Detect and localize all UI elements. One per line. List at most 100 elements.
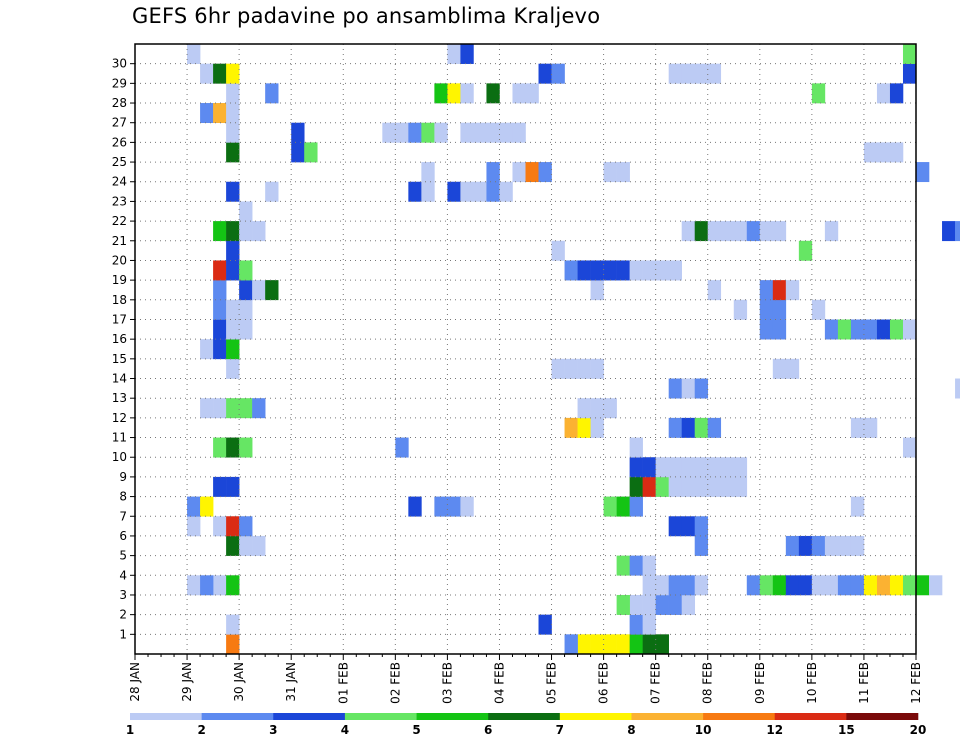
precip-cell (759, 280, 774, 301)
precip-cell (902, 44, 917, 64)
precip-cell (213, 398, 227, 419)
precip-cell (759, 221, 774, 242)
precip-cell (629, 555, 643, 576)
precip-cell (213, 319, 227, 340)
precip-cell (213, 63, 227, 84)
precip-cell (590, 260, 604, 281)
legend-level-label: 6 (484, 723, 492, 737)
precip-cell (889, 142, 904, 163)
precip-cell (668, 63, 682, 84)
precip-cell (642, 594, 656, 615)
precip-cell (668, 575, 682, 596)
precip-cell (213, 221, 227, 242)
precip-cell (681, 63, 696, 84)
precip-cell (772, 575, 787, 596)
precip-cell (798, 535, 813, 556)
precip-cell (226, 358, 240, 379)
precip-cell (512, 122, 526, 143)
precip-cell (629, 614, 643, 635)
precip-cell (681, 417, 696, 438)
x-tick-label: 30 JAN (232, 662, 246, 702)
precip-cell (551, 63, 565, 84)
precip-cell (759, 299, 774, 320)
precip-cell (239, 398, 253, 419)
precip-cell (668, 417, 682, 438)
precip-cell (200, 398, 214, 419)
precip-cell (590, 358, 604, 379)
precip-cell (916, 162, 930, 183)
precip-cell (668, 378, 682, 399)
y-tick-label: 26 (112, 135, 127, 149)
precip-cell (226, 575, 240, 596)
y-tick-label: 20 (112, 253, 127, 267)
y-tick-label: 10 (112, 450, 127, 464)
precip-cell (187, 496, 201, 517)
precip-cell (603, 496, 617, 517)
y-tick-label: 29 (112, 76, 127, 90)
precip-cell (629, 634, 643, 655)
precip-cell (551, 240, 565, 261)
precip-cell (616, 634, 630, 655)
precip-cell (668, 594, 682, 615)
precip-cell (395, 437, 409, 458)
legend-level-label: 12 (766, 723, 783, 737)
precip-cell (603, 398, 617, 419)
precip-cell (772, 299, 787, 320)
legend-level-label: 1 (126, 723, 134, 737)
y-tick-label: 11 (112, 431, 127, 445)
precip-cell (929, 575, 943, 596)
precip-cell (486, 122, 500, 143)
precip-cell (681, 594, 696, 615)
precip-cell (655, 260, 669, 281)
y-tick-label: 18 (112, 293, 127, 307)
precip-cell (694, 417, 709, 438)
precip-cell (590, 634, 604, 655)
precip-cell (252, 280, 266, 301)
precip-cell (447, 83, 461, 104)
precip-cell (226, 221, 240, 242)
precip-cell (434, 496, 448, 517)
precip-cell (447, 44, 461, 64)
precip-cell (538, 162, 552, 183)
precip-cell (889, 319, 904, 340)
precip-cell (200, 496, 214, 517)
precip-cell (213, 575, 227, 596)
precip-cell (902, 319, 917, 340)
y-tick-label: 9 (119, 470, 127, 484)
legend-swatch (201, 713, 274, 720)
precip-cell (785, 280, 800, 301)
precip-cell (239, 535, 253, 556)
precip-cell (642, 457, 656, 478)
precip-cell (759, 575, 774, 596)
y-tick-label: 1 (119, 627, 127, 641)
precip-cell (876, 83, 891, 104)
precip-cell (863, 319, 878, 340)
precip-cell (187, 575, 201, 596)
precip-cell (642, 555, 656, 576)
precip-cell (226, 83, 240, 104)
precip-cell (213, 103, 227, 124)
precip-cell (902, 63, 917, 84)
color-legend-bar: 1 2 3 4 5 6 7 8 10 12 15 20 (126, 713, 926, 737)
y-tick-label: 30 (112, 57, 127, 71)
legend-swatch (416, 713, 489, 720)
precip-cell (746, 221, 761, 242)
precip-cell (811, 535, 826, 556)
legend-level-label: 7 (556, 723, 564, 737)
y-tick-label: 14 (112, 372, 127, 386)
precip-cell (837, 575, 852, 596)
precip-cell (811, 83, 826, 104)
precip-cell (824, 221, 839, 242)
precip-cell (226, 260, 240, 281)
precip-cell (681, 575, 696, 596)
y-tick-label: 13 (112, 391, 127, 405)
precip-cell (226, 142, 240, 163)
x-tick-label: 03 FEB (440, 662, 454, 704)
legend-swatch (344, 713, 417, 720)
precip-cell (746, 575, 761, 596)
precip-cell (460, 44, 474, 64)
y-tick-label: 25 (112, 155, 127, 169)
precip-cell (629, 457, 643, 478)
precip-cell (876, 575, 891, 596)
precip-cell (642, 634, 656, 655)
